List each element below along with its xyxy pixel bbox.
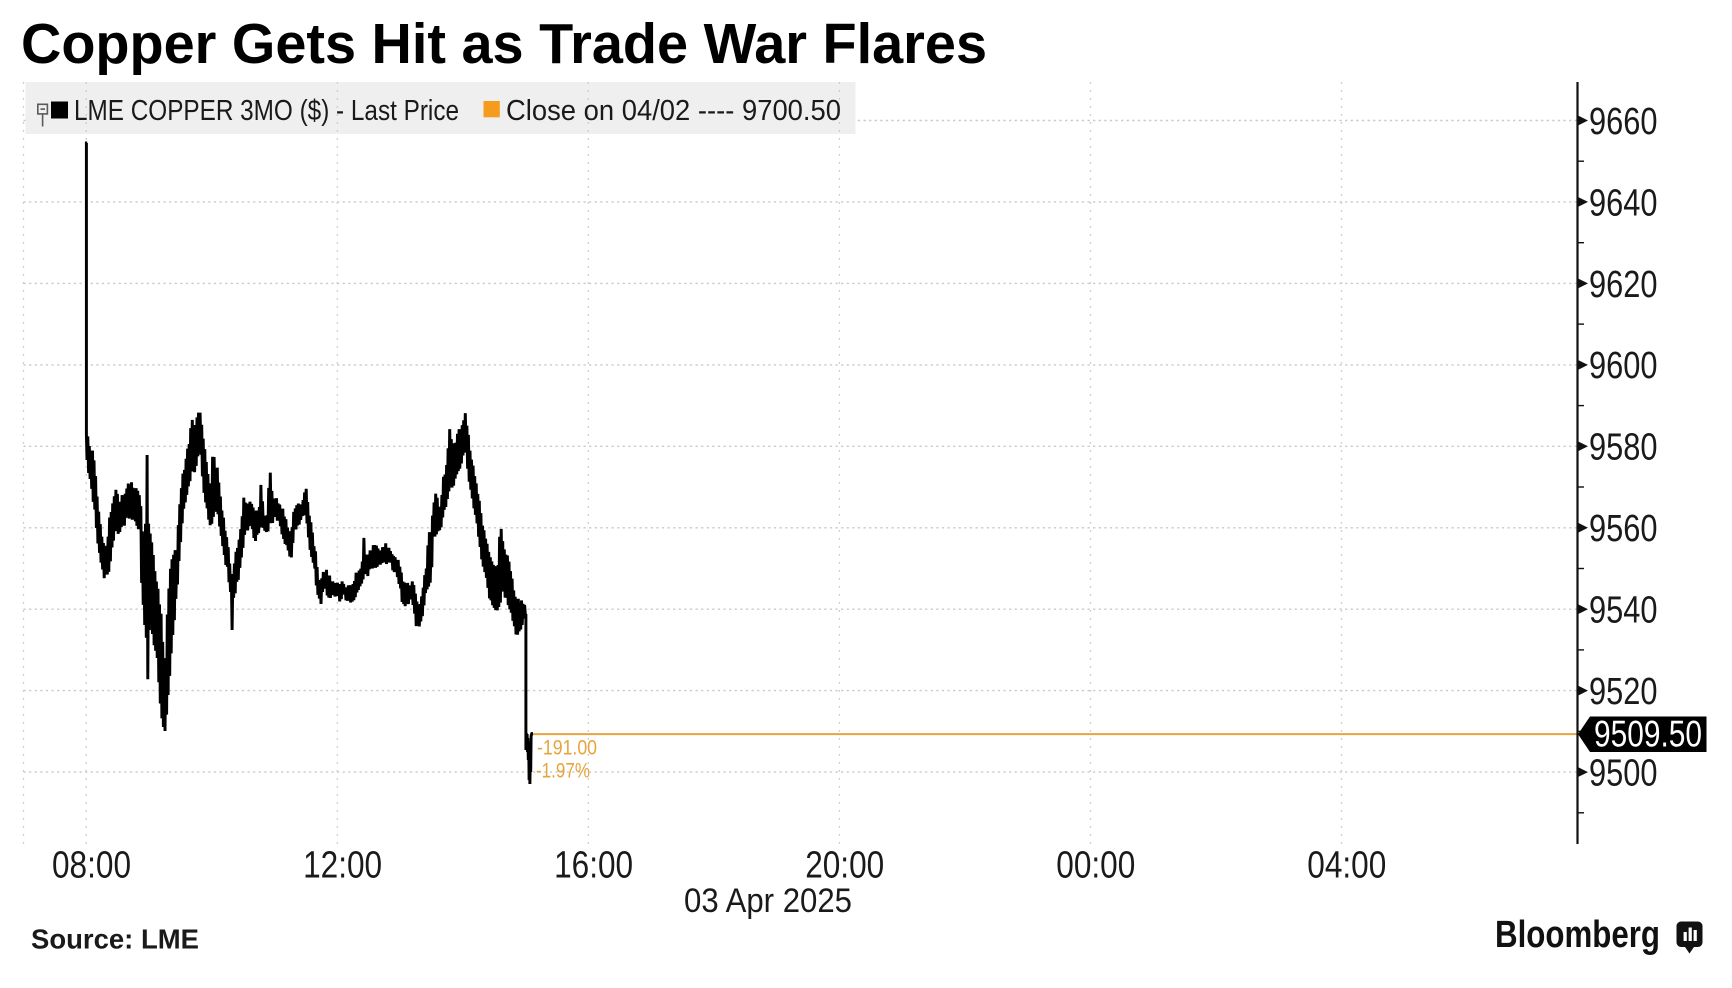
svg-text:9660: 9660 xyxy=(1589,101,1658,143)
svg-text:9560: 9560 xyxy=(1589,508,1658,550)
svg-text:Close on 04/02 ---- 9700.50: Close on 04/02 ---- 9700.50 xyxy=(506,95,841,127)
svg-text:-191.00: -191.00 xyxy=(537,737,597,760)
svg-text:9540: 9540 xyxy=(1589,590,1658,632)
svg-text:16:00: 16:00 xyxy=(554,845,633,887)
svg-text:Copper Gets Hit as Trade War F: Copper Gets Hit as Trade War Flares xyxy=(21,12,987,76)
svg-text:08:00: 08:00 xyxy=(52,845,131,887)
svg-text:LME COPPER 3MO ($) - Last Pric: LME COPPER 3MO ($) - Last Price xyxy=(74,95,459,127)
svg-text:-1.97%: -1.97% xyxy=(536,760,590,783)
svg-text:9500: 9500 xyxy=(1589,753,1658,795)
svg-text:9620: 9620 xyxy=(1589,264,1658,306)
svg-text:04:00: 04:00 xyxy=(1307,845,1386,887)
svg-text:Bloomberg: Bloomberg xyxy=(1495,914,1660,956)
svg-text:9509.50: 9509.50 xyxy=(1594,714,1702,755)
svg-text:12:00: 12:00 xyxy=(303,845,382,887)
svg-text:9600: 9600 xyxy=(1589,345,1658,387)
svg-text:20:00: 20:00 xyxy=(805,845,884,887)
svg-text:03 Apr 2025: 03 Apr 2025 xyxy=(684,882,852,920)
svg-text:9640: 9640 xyxy=(1589,182,1658,224)
svg-text:9580: 9580 xyxy=(1589,427,1658,469)
svg-text:9520: 9520 xyxy=(1589,671,1658,713)
svg-text:Source: LME: Source: LME xyxy=(31,924,199,955)
svg-text:00:00: 00:00 xyxy=(1056,845,1135,887)
